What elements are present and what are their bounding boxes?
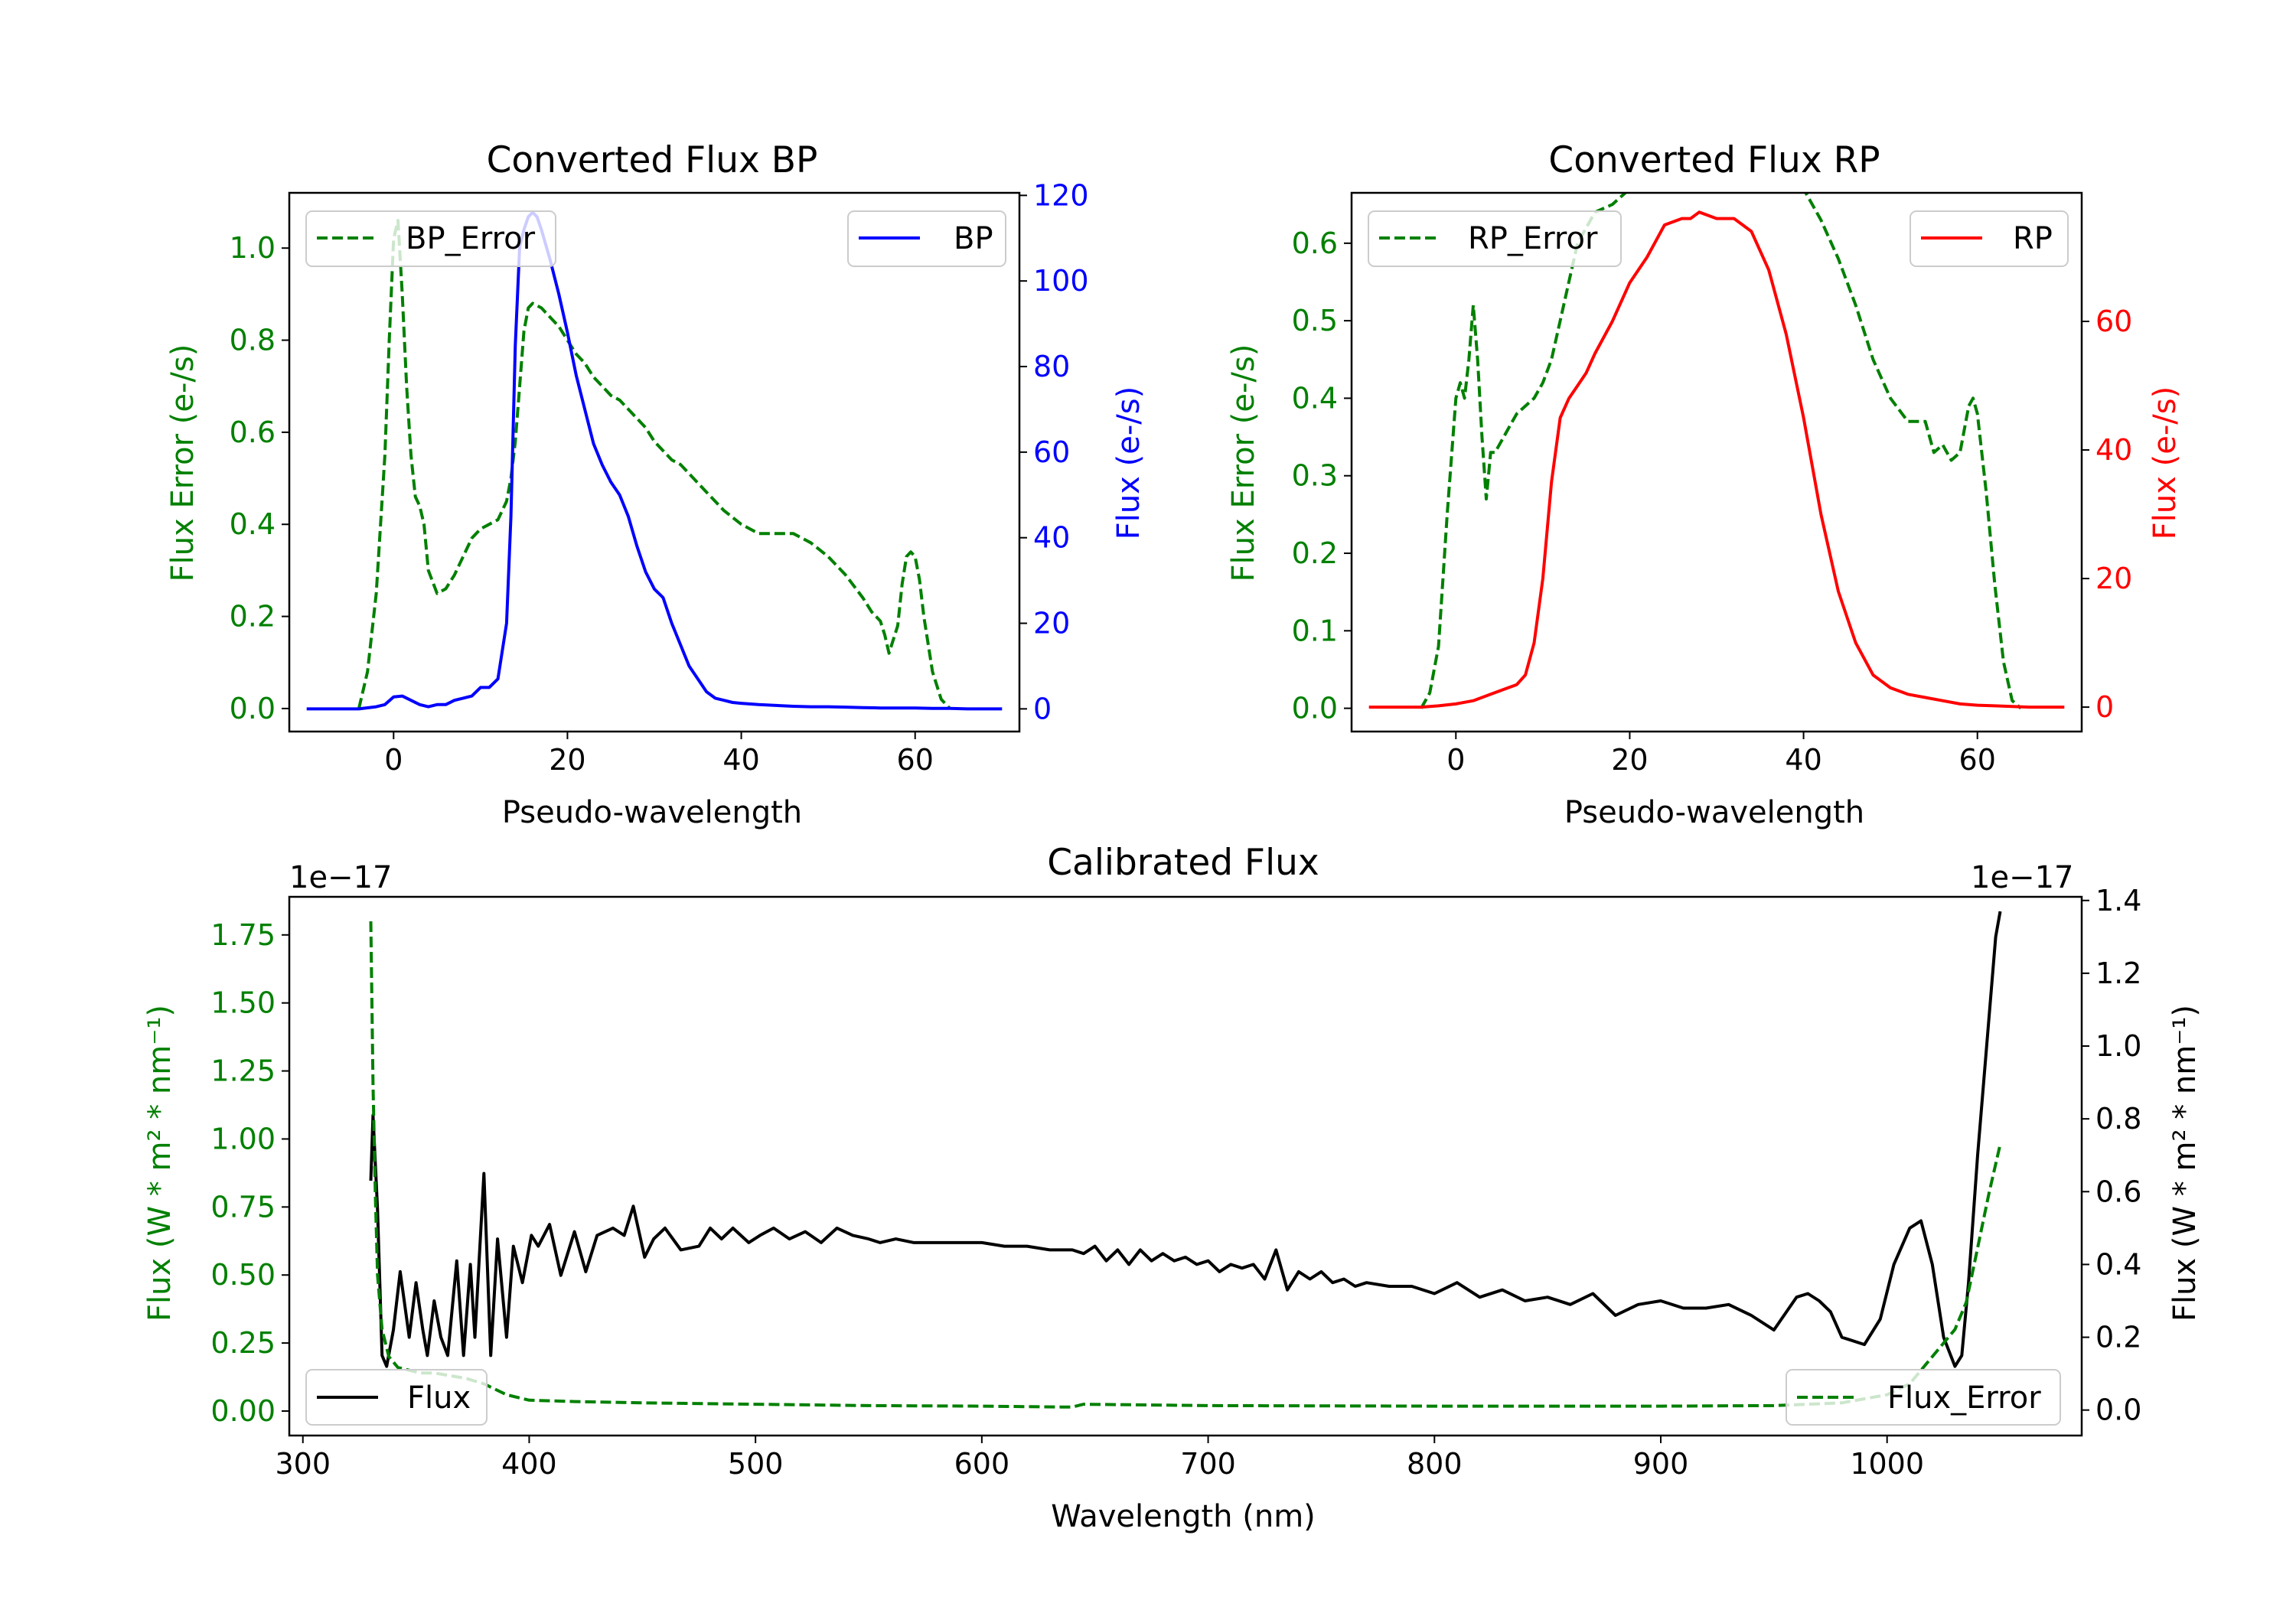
bp-ytick-right-label: 20 [1033,607,1070,640]
bp-legend-flux-label: BP [954,221,993,256]
bp-ytick-left-label: 0.8 [230,324,276,357]
calibrated-ytick-right-label: 0.2 [2095,1321,2141,1354]
calibrated-legend-error-label: Flux_Error [1887,1380,2041,1416]
bp-plot-area: 0 20 40 60 0.0 0.2 0.4 0.6 0.8 1.0 0 20 40 60 80 100 120 [230,178,1089,777]
rp-xtick-label: 0 [1446,743,1465,777]
calibrated-legend-flux: Flux [305,1369,488,1426]
bp-title: Converted Flux BP [487,139,818,181]
calibrated-xtick-label: 300 [275,1447,331,1481]
calibrated-xtick-label: 400 [501,1447,557,1481]
bp-ylabel-right: Flux (e-/s) [1111,386,1146,539]
calibrated-ytick-left-label: 1.25 [210,1054,276,1088]
rp-legend-error-label: RP_Error [1468,221,1598,256]
rp-legend-error: RP_Error [1368,210,1622,267]
bp-ytick-left-label: 0.4 [230,507,276,541]
calibrated-ytick-right-label: 0.4 [2095,1247,2141,1281]
bp-xtick-label: 40 [722,743,759,777]
bp-ytick-right-label: 80 [1033,350,1070,383]
calibrated-xtick-label: 900 [1633,1447,1689,1481]
bp-ylabel-left: Flux Error (e-/s) [165,344,201,582]
calibrated-title: Calibrated Flux [1047,842,1319,884]
rp-title: Converted Flux RP [1548,139,1880,181]
bp-ytick-right-label: 40 [1033,521,1070,555]
rp-ytick-left-label: 0.3 [1292,459,1338,493]
rp-ylabel-left: Flux Error (e-/s) [1226,344,1261,582]
rp-ytick-right-label: 60 [2095,305,2132,338]
calibrated-series-flux [369,911,2002,1368]
calibrated-ytick-left-label: 1.00 [210,1122,276,1155]
bp-xlabel: Pseudo-wavelength [502,795,802,830]
calibrated-ytick-left-label: 1.75 [210,918,276,952]
calibrated-ytick-right-label: 0.0 [2095,1393,2141,1427]
bp-ytick-right-label: 120 [1033,178,1089,212]
calibrated-xtick-label: 800 [1407,1447,1463,1481]
calibrated-ytick-right-label: 0.6 [2095,1175,2141,1208]
calibrated-ylabel-right: Flux (W * m² * nm⁻¹) [2167,1005,2203,1322]
calibrated-ytick-right-label: 1.0 [2095,1029,2141,1063]
rp-xlabel: Pseudo-wavelength [1564,795,1864,830]
rp-ylabel-right: Flux (e-/s) [2148,386,2183,539]
calibrated-ytick-right-label: 0.8 [2095,1102,2141,1136]
calibrated-offset-left: 1e−17 [289,860,392,895]
rp-xtick-label: 40 [1785,743,1821,777]
bp-legend-error: BP_Error [305,210,556,267]
bp-xtick-label: 20 [549,743,585,777]
calibrated-ytick-left-label: 0.25 [210,1326,276,1360]
rp-ytick-right-label: 0 [2095,690,2114,724]
calibrated-ytick-left-label: 0.50 [210,1258,276,1292]
rp-xtick-label: 60 [1959,743,1996,777]
calibrated-xtick-label: 700 [1180,1447,1236,1481]
bp-ytick-right-label: 100 [1033,264,1089,298]
calibrated-offset-right: 1e−17 [1971,860,2073,895]
rp-ytick-right-label: 20 [2095,562,2132,595]
rp-xtick-label: 20 [1611,743,1648,777]
bp-ytick-left-label: 1.0 [230,231,276,265]
rp-ytick-left-label: 0.4 [1292,381,1338,415]
rp-plot-area: 0 20 40 60 0.0 0.1 0.2 0.3 0.4 0.5 0.6 0 20 40 60 [1292,191,2132,777]
bp-ytick-left-label: 0.2 [230,600,276,634]
calibrated-ytick-left-label: 0.00 [210,1394,276,1428]
bp-legend-flux: BP [847,210,1006,267]
calibrated-xlabel: Wavelength (nm) [1051,1499,1316,1534]
calibrated-axes-frame [288,895,2083,1437]
bp-ytick-left-label: 0.0 [230,692,276,725]
rp-ytick-left-label: 0.0 [1292,692,1338,725]
bp-legend-error-label: BP_Error [406,221,536,256]
bp-xtick-label: 60 [897,743,934,777]
bp-ytick-left-label: 0.6 [230,416,276,449]
calibrated-ytick-left-label: 1.50 [210,986,276,1020]
calibrated-ytick-right-label: 1.2 [2095,957,2141,990]
bp-ytick-right-label: 0 [1033,692,1052,725]
bp-series-bp [306,210,1003,711]
rp-ytick-right-label: 40 [2095,433,2132,467]
rp-ytick-left-label: 0.6 [1292,227,1338,260]
calibrated-xtick-label: 600 [954,1447,1010,1481]
bp-axes-frame [288,191,1021,733]
rp-ytick-left-label: 0.5 [1292,304,1338,337]
calibrated-ytick-left-label: 0.75 [210,1190,276,1224]
bp-series-bp-error [357,219,951,710]
bp-ytick-right-label: 60 [1033,435,1070,469]
rp-series-rp [1368,210,2065,709]
bp-xtick-label: 0 [384,743,403,777]
calibrated-legend-error: Flux_Error [1786,1369,2061,1426]
rp-ytick-left-label: 0.2 [1292,536,1338,570]
calibrated-ytick-right-label: 1.4 [2095,884,2141,917]
calibrated-legend-flux-label: Flux [407,1380,471,1416]
calibrated-xtick-label: 1000 [1850,1447,1924,1481]
rp-legend-flux-label: RP [2013,221,2053,256]
calibrated-xtick-label: 500 [728,1447,784,1481]
rp-ytick-left-label: 0.1 [1292,614,1338,647]
rp-axes-frame [1350,191,2083,733]
rp-legend-flux: RP [1910,210,2069,267]
calibrated-ylabel-left: Flux (W * m² * nm⁻¹) [142,1005,178,1322]
